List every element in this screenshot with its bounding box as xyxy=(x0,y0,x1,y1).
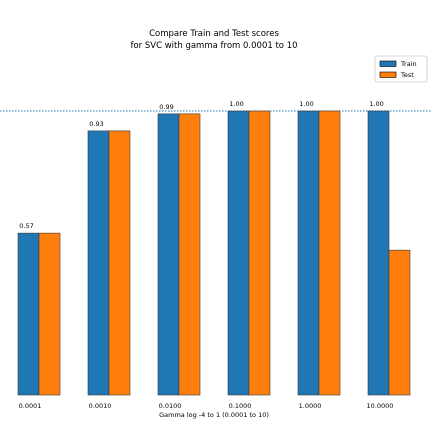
x-tick-labels-group: 0.0001 0.0010 0.0100 0.1000 1.0000 10.0000 xyxy=(19,402,394,410)
chart-title-line2: for SVC with gamma from 0.0001 to 10 xyxy=(130,41,297,51)
data-label-1: 0.93 xyxy=(89,120,103,128)
bar-test-0 xyxy=(38,232,61,396)
data-label-2: 0.99 xyxy=(159,103,173,111)
bar-test-1 xyxy=(108,130,131,396)
bar-train-2 xyxy=(157,113,180,396)
bar-train-0 xyxy=(17,232,40,396)
chart-title-line1: Compare Train and Test scores xyxy=(149,29,279,39)
x-tick-label-4: 1.0000 xyxy=(299,402,322,410)
bar-train-3 xyxy=(227,110,250,396)
x-tick-label-3: 0.1000 xyxy=(229,402,252,410)
data-labels-group: 0.57 0.93 0.99 1.00 1.00 1.00 xyxy=(19,100,383,230)
legend: Train Test xyxy=(374,55,428,83)
legend-label-test: Test xyxy=(400,71,414,79)
bar-train-5 xyxy=(367,110,390,396)
bar-test-3 xyxy=(248,110,271,396)
x-tick-label-0: 0.0001 xyxy=(19,402,42,410)
data-label-0: 0.57 xyxy=(19,222,33,230)
bar-test-2 xyxy=(178,113,201,396)
bar-test-4 xyxy=(318,110,341,396)
x-tick-label-2: 0.0100 xyxy=(159,402,182,410)
x-axis-label: Gamma log -4 to 1 (0.0001 to 10) xyxy=(159,411,269,419)
x-tick-label-5: 10.0000 xyxy=(367,402,394,410)
data-label-5: 1.00 xyxy=(369,100,383,108)
legend-swatch-test xyxy=(379,71,397,78)
data-label-3: 1.00 xyxy=(229,100,243,108)
x-tick-label-1: 0.0010 xyxy=(89,402,112,410)
data-label-4: 1.00 xyxy=(299,100,313,108)
bar-train-4 xyxy=(297,110,320,396)
legend-label-train: Train xyxy=(400,60,417,68)
bars-group xyxy=(17,110,411,396)
legend-swatch-train xyxy=(379,60,397,67)
bar-test-5 xyxy=(388,249,411,396)
bar-train-1 xyxy=(87,130,110,396)
